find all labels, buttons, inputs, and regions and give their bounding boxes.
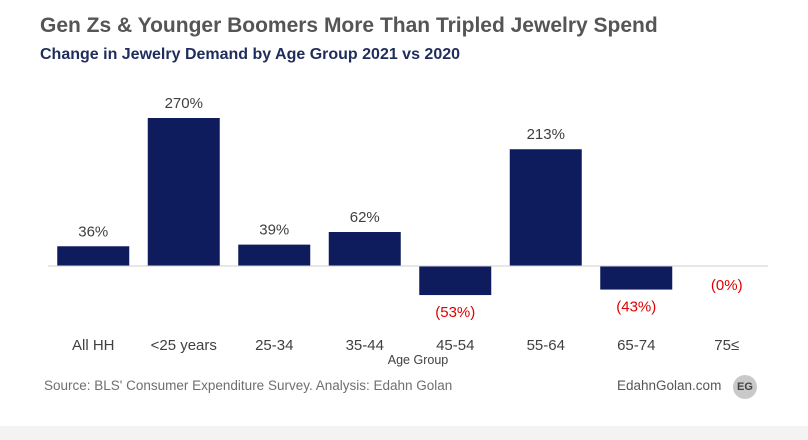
bar-1	[147, 118, 220, 266]
x-tick-label-7: 75≤	[714, 337, 739, 354]
x-tick-label-5: 55-64	[527, 337, 565, 354]
data-label-5: 213%	[527, 126, 565, 143]
x-axis-label: Age Group	[388, 353, 449, 367]
x-tick-label-4: 45-54	[436, 337, 474, 354]
bar-2	[238, 244, 311, 266]
x-tick-label-3: 35-44	[346, 337, 384, 354]
bar-0	[57, 246, 130, 266]
chart-subtitle: Change in Jewelry Demand by Age Group 20…	[40, 46, 461, 63]
chart-title: Gen Zs & Younger Boomers More Than Tripl…	[40, 14, 658, 37]
data-label-0: 36%	[78, 223, 108, 240]
bar-6	[600, 266, 673, 290]
bar-3	[328, 232, 401, 266]
bottom-strip	[0, 426, 808, 440]
x-tick-label-0: All HH	[72, 337, 115, 354]
data-label-7: (0%)	[711, 277, 743, 294]
data-label-1: 270%	[165, 95, 203, 112]
data-label-4: (53%)	[435, 304, 475, 321]
bar-4	[419, 266, 492, 296]
x-tick-label-2: 25-34	[255, 337, 293, 354]
data-label-2: 39%	[259, 222, 289, 239]
x-tick-label-6: 65-74	[617, 337, 655, 354]
x-tick-label-1: <25 years	[151, 337, 217, 354]
eg-logo: EG	[733, 375, 757, 399]
data-label-6: (43%)	[616, 299, 656, 316]
source-note: Source: BLS' Consumer Expenditure Survey…	[44, 378, 453, 393]
data-label-3: 62%	[350, 209, 380, 226]
bar-chart: 36% 270% 39% 62% (53%) 213% (43%) (0%) All HH <2…	[48, 95, 768, 367]
site-link[interactable]: EdahnGolan.com	[617, 378, 722, 393]
bar-5	[509, 149, 582, 266]
